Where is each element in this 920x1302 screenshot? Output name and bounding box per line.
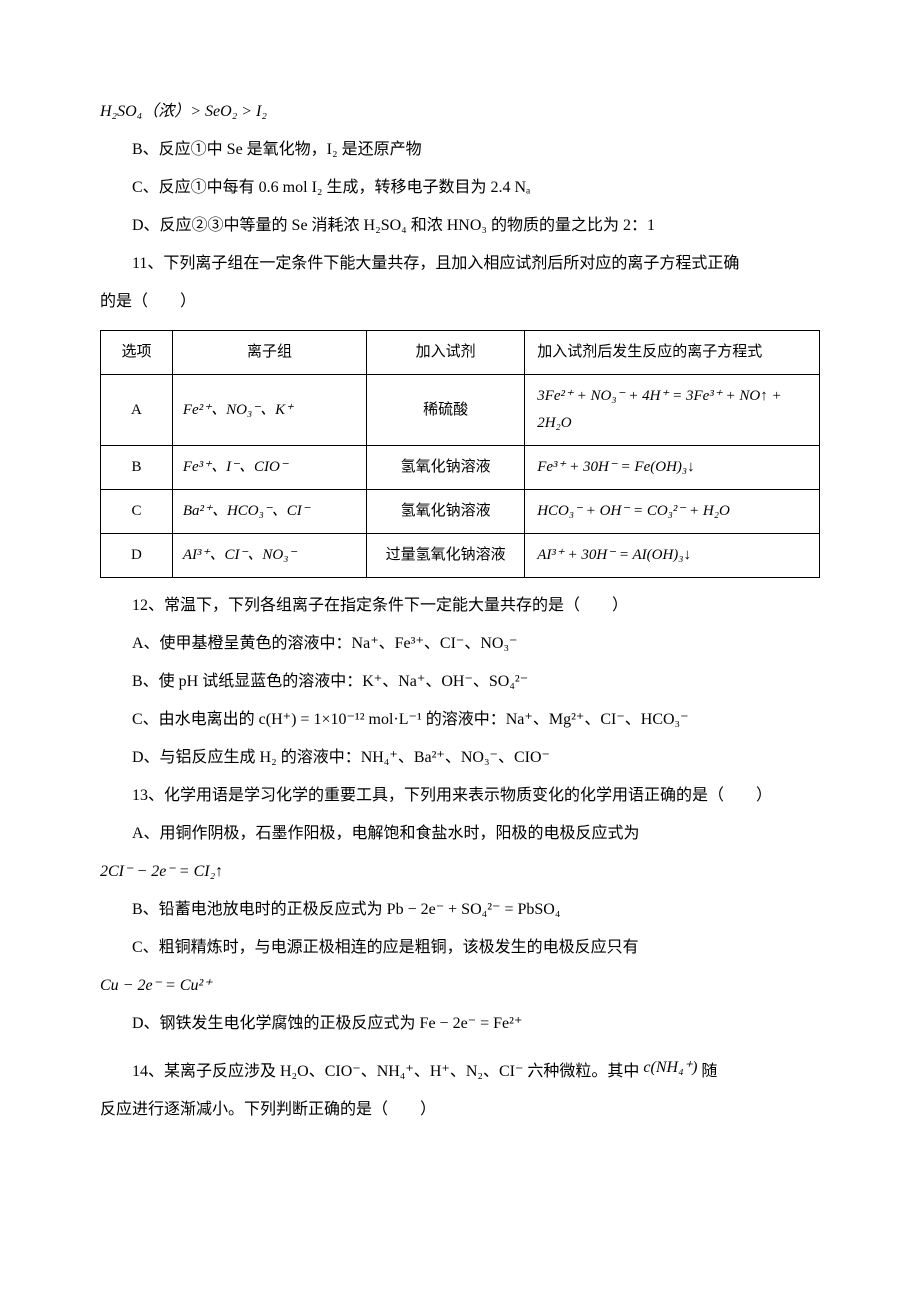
cell-ions: AI³⁺、CI⁻、NO₃⁻ <box>172 534 366 578</box>
q13-stem: 13、化学用语是学习化学的重要工具，下列用来表示物质变化的化学用语正确的是（ ） <box>100 780 820 812</box>
text: 13、化学用语是学习化学的重要工具，下列用来表示物质变化的化学用语正确的是（ ） <box>132 787 772 804</box>
text: B、反应①中 Se 是氧化物，I₂ 是还原产物 <box>132 141 422 158</box>
text: 14、某离子反应涉及 H₂O、CIO⁻、NH₄⁺、H⁺、N₂、CI⁻ 六种微粒。… <box>132 1063 639 1080</box>
spacer <box>100 1046 820 1056</box>
q11-table: 选项 离子组 加入试剂 加入试剂后发生反应的离子方程式 A Fe²⁺、NO₃⁻、… <box>100 330 820 578</box>
q13-option-a: A、用铜作阴极，石墨作阳极，电解饱和食盐水时，阳极的电极反应式为 <box>100 818 820 850</box>
cell-opt: D <box>101 534 173 578</box>
cell-eq: AI³⁺ + 30H⁻ = AI(OH)₃↓ <box>525 534 820 578</box>
q13-option-b: B、铅蓄电池放电时的正极反应式为 Pb − 2e⁻ + SO₄²⁻ = PbSO… <box>100 894 820 926</box>
text: D、反应②③中等量的 Se 消耗浓 H₂SO₄ 和浓 HNO₃ 的物质的量之比为… <box>132 217 655 234</box>
table-row: B Fe³⁺、I⁻、CIO⁻ 氢氧化钠溶液 Fe³⁺ + 30H⁻ = Fe(O… <box>101 446 820 490</box>
formula-text: H₂SO₄（浓）> SeO₂ > I₂ <box>100 103 267 120</box>
text: A、使甲基橙呈黄色的溶液中：Na⁺、Fe³⁺、CI⁻、NO₃⁻ <box>132 635 517 652</box>
header-reagent: 加入试剂 <box>367 331 525 375</box>
q12-option-c: C、由水电离出的 c(H⁺) = 1×10⁻¹² mol·L⁻¹ 的溶液中：Na… <box>100 704 820 736</box>
q12-option-b: B、使 pH 试纸显蓝色的溶液中：K⁺、Na⁺、OH⁻、SO₄²⁻ <box>100 666 820 698</box>
text: D、钢铁发生电化学腐蚀的正极反应式为 Fe − 2e⁻ = Fe²⁺ <box>132 1015 522 1032</box>
q12-option-a: A、使甲基橙呈黄色的溶液中：Na⁺、Fe³⁺、CI⁻、NO₃⁻ <box>100 628 820 660</box>
table-header-row: 选项 离子组 加入试剂 加入试剂后发生反应的离子方程式 <box>101 331 820 375</box>
cell-eq: HCO₃⁻ + OH⁻ = CO₃²⁻ + H₂O <box>525 490 820 534</box>
header-option: 选项 <box>101 331 173 375</box>
q11-stem-line2: 的是（ ） <box>100 286 820 318</box>
cell-ions: Fe²⁺、NO₃⁻、K⁺ <box>172 375 366 446</box>
table-row: A Fe²⁺、NO₃⁻、K⁺ 稀硫酸 3Fe²⁺ + NO₃⁻ + 4H⁺ = … <box>101 375 820 446</box>
formula: c(NH₄⁺) <box>643 1059 697 1076</box>
text: D、与铝反应生成 H₂ 的溶液中：NH₄⁺、Ba²⁺、NO₃⁻、CIO⁻ <box>132 749 550 766</box>
q13-option-d: D、钢铁发生电化学腐蚀的正极反应式为 Fe − 2e⁻ = Fe²⁺ <box>100 1008 820 1040</box>
cell-ions: Ba²⁺、HCO₃⁻、CI⁻ <box>172 490 366 534</box>
q13-option-c: C、粗铜精炼时，与电源正极相连的应是粗铜，该极发生的电极反应只有 <box>100 932 820 964</box>
cell-eq: 3Fe²⁺ + NO₃⁻ + 4H⁺ = 3Fe³⁺ + NO↑ + 2H₂O <box>525 375 820 446</box>
cell-ions: Fe³⁺、I⁻、CIO⁻ <box>172 446 366 490</box>
text: Cu − 2e⁻ = Cu²⁺ <box>100 977 212 994</box>
header-ions: 离子组 <box>172 331 366 375</box>
q11-stem-line1: 11、下列离子组在一定条件下能大量共存，且加入相应试剂后所对应的离子方程式正确 <box>100 248 820 280</box>
cell-reagent: 过量氢氧化钠溶液 <box>367 534 525 578</box>
text: C、粗铜精炼时，与电源正极相连的应是粗铜，该极发生的电极反应只有 <box>132 939 639 956</box>
text-tail: 随 <box>701 1063 717 1080</box>
q13-option-c-eq: Cu − 2e⁻ = Cu²⁺ <box>100 970 820 1002</box>
cell-reagent: 氢氧化钠溶液 <box>367 490 525 534</box>
q14-stem-line2: 反应进行逐渐减小。下列判断正确的是（ ） <box>100 1094 820 1126</box>
q10-option-c: C、反应①中每有 0.6 mol I₂ 生成，转移电子数目为 2.4 Nₐ <box>100 172 820 204</box>
text: B、使 pH 试纸显蓝色的溶液中：K⁺、Na⁺、OH⁻、SO₄²⁻ <box>132 673 528 690</box>
cell-opt: B <box>101 446 173 490</box>
q12-option-d: D、与铝反应生成 H₂ 的溶液中：NH₄⁺、Ba²⁺、NO₃⁻、CIO⁻ <box>100 742 820 774</box>
q10-option-b: B、反应①中 Se 是氧化物，I₂ 是还原产物 <box>100 134 820 166</box>
text: 12、常温下，下列各组离子在指定条件下一定能大量共存的是（ ） <box>132 597 628 614</box>
q12-stem: 12、常温下，下列各组离子在指定条件下一定能大量共存的是（ ） <box>100 590 820 622</box>
q10-continuation: H₂SO₄（浓）> SeO₂ > I₂ <box>100 96 820 128</box>
table-row: C Ba²⁺、HCO₃⁻、CI⁻ 氢氧化钠溶液 HCO₃⁻ + OH⁻ = CO… <box>101 490 820 534</box>
text: A、用铜作阴极，石墨作阳极，电解饱和食盐水时，阳极的电极反应式为 <box>132 825 640 842</box>
cell-opt: A <box>101 375 173 446</box>
cell-reagent: 氢氧化钠溶液 <box>367 446 525 490</box>
cell-opt: C <box>101 490 173 534</box>
text: B、铅蓄电池放电时的正极反应式为 Pb − 2e⁻ + SO₄²⁻ = PbSO… <box>132 901 560 918</box>
cell-reagent: 稀硫酸 <box>367 375 525 446</box>
table-row: D AI³⁺、CI⁻、NO₃⁻ 过量氢氧化钠溶液 AI³⁺ + 30H⁻ = A… <box>101 534 820 578</box>
cell-eq: Fe³⁺ + 30H⁻ = Fe(OH)₃↓ <box>525 446 820 490</box>
header-equation: 加入试剂后发生反应的离子方程式 <box>525 331 820 375</box>
text: C、由水电离出的 c(H⁺) = 1×10⁻¹² mol·L⁻¹ 的溶液中：Na… <box>132 711 689 728</box>
q10-option-d: D、反应②③中等量的 Se 消耗浓 H₂SO₄ 和浓 HNO₃ 的物质的量之比为… <box>100 210 820 242</box>
text: C、反应①中每有 0.6 mol I₂ 生成，转移电子数目为 2.4 Nₐ <box>132 179 530 196</box>
text: 2CI⁻ − 2e⁻ = CI₂↑ <box>100 863 223 880</box>
q13-option-a-eq: 2CI⁻ − 2e⁻ = CI₂↑ <box>100 856 820 888</box>
q14-stem-line1: 14、某离子反应涉及 H₂O、CIO⁻、NH₄⁺、H⁺、N₂、CI⁻ 六种微粒。… <box>100 1056 820 1088</box>
